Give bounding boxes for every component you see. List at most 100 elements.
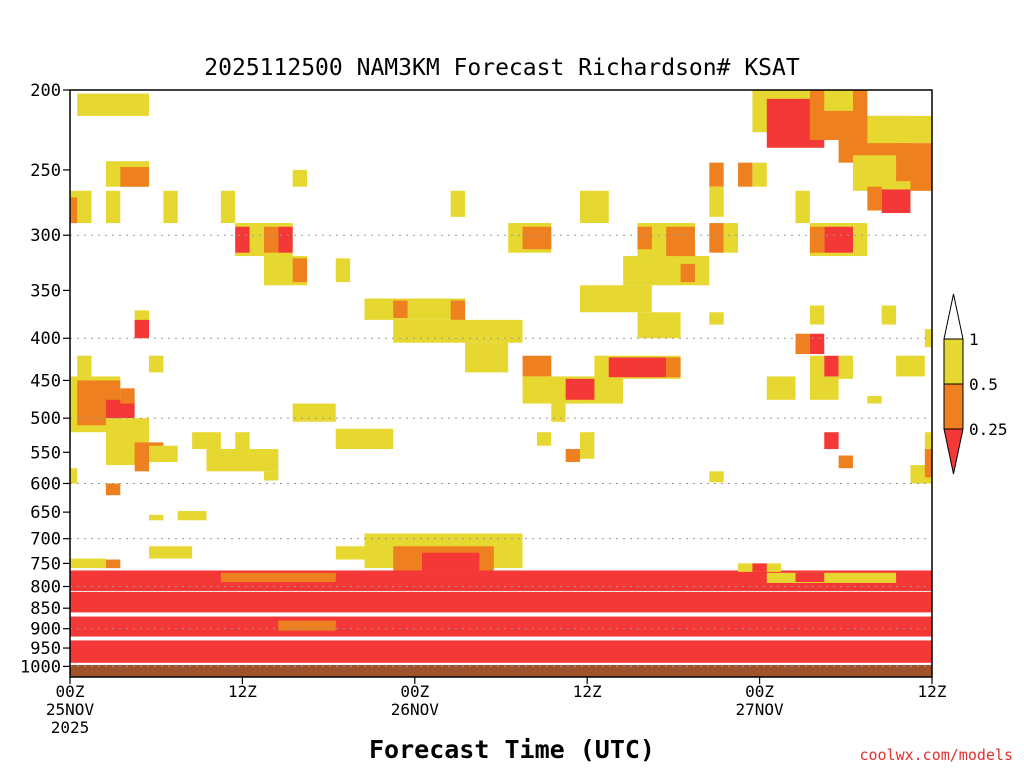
y-tick-label: 600 — [30, 474, 61, 494]
heatmap-cell — [666, 357, 681, 378]
heatmap-cell — [709, 186, 724, 217]
y-tick-label: 450 — [30, 371, 61, 391]
heatmap-cell — [766, 376, 796, 400]
heatmap-cell — [70, 591, 932, 613]
heatmap-cell — [278, 620, 336, 631]
heatmap-cell — [838, 355, 853, 379]
x-tick-label: 12Z — [228, 682, 257, 701]
heatmap-cell — [292, 169, 308, 187]
heatmap-cell — [105, 559, 121, 569]
heatmap-cell — [867, 186, 882, 211]
colorbar-segment — [943, 383, 964, 430]
ground-fill — [70, 664, 932, 677]
x-tick-label: 12Z — [573, 682, 602, 701]
heatmap-cell — [450, 300, 466, 320]
heatmap-cell — [364, 298, 466, 320]
heatmap-cell — [149, 546, 193, 559]
heatmap-cell — [77, 355, 92, 377]
heatmap-cell — [393, 319, 523, 343]
y-tick-label: 300 — [30, 226, 61, 246]
heatmap-cell — [278, 226, 293, 253]
heatmap-cell — [738, 162, 753, 187]
y-tick-label: 750 — [30, 554, 61, 574]
heatmap-cell — [149, 445, 178, 462]
x-tick-label: 00Z — [400, 682, 429, 701]
heatmap-cell — [867, 396, 882, 404]
heatmap-cell — [809, 226, 825, 253]
heatmap-cell — [70, 468, 78, 484]
heatmap-cell — [163, 190, 178, 224]
heatmap-cell — [824, 432, 839, 450]
y-tick-label: 850 — [30, 599, 61, 619]
heatmap-cell — [809, 305, 825, 325]
heatmap-cell — [70, 558, 106, 569]
x-tick-label: 25NOV — [46, 700, 95, 719]
heatmap-cell — [177, 511, 207, 521]
heatmap-cell — [824, 226, 853, 253]
y-tick-label: 650 — [30, 503, 61, 523]
heatmap-cell — [565, 449, 581, 462]
heatmap-cell — [263, 226, 279, 253]
y-tick-label: 250 — [30, 161, 61, 181]
y-tick-label: 350 — [30, 281, 61, 301]
y-tick-label: 900 — [30, 620, 61, 640]
heatmap-cell — [838, 455, 853, 469]
x-tick-label: 26NOV — [391, 700, 440, 719]
x-axis-label: Forecast Time (UTC) — [369, 735, 655, 764]
heatmap-cell — [896, 355, 925, 377]
y-tick-label: 1000 — [20, 657, 61, 677]
x-tick-label: 12Z — [918, 682, 947, 701]
heatmap-cell — [120, 388, 135, 404]
heatmap-cell — [924, 449, 932, 478]
x-tick-label: 27NOV — [736, 700, 785, 719]
heatmap-cell — [723, 223, 739, 253]
heatmap-cell — [335, 258, 351, 283]
heatmap-cell — [292, 258, 308, 283]
heatmap-cell — [637, 312, 681, 339]
heatmap-cell — [134, 319, 150, 339]
x-tick-label: 00Z — [56, 682, 85, 701]
heatmap-cell — [393, 300, 408, 318]
x-tick-label: 00Z — [745, 682, 774, 701]
heatmap-cell — [924, 329, 932, 348]
heatmap-cells — [70, 90, 932, 663]
heatmap-cell — [105, 483, 121, 496]
heatmap-cell — [77, 93, 150, 116]
plot-frame — [69, 89, 933, 678]
y-tick-label: 550 — [30, 443, 61, 463]
heatmap-cell — [608, 357, 667, 378]
heatmap-cell — [522, 355, 552, 377]
heatmap-cell — [881, 189, 911, 214]
heatmap-cell — [149, 355, 164, 373]
heatmap-cell — [580, 285, 652, 313]
heatmap-cell — [924, 432, 932, 450]
y-tick-label: 700 — [30, 530, 61, 550]
heatmap-cell — [766, 572, 897, 583]
heatmap-cell — [465, 342, 509, 373]
y-axis: 200 250 300 350 400 450 500 550 600 650 700 750 8008… — [20, 81, 70, 677]
colorbar-segment — [943, 338, 964, 385]
credit-text: coolwx.com/models — [859, 746, 1013, 764]
heatmap-cell — [867, 115, 932, 144]
heatmap-cell — [220, 190, 236, 224]
heatmap-cell — [580, 190, 609, 224]
heatmap-cell — [809, 355, 825, 379]
y-tick-label: 500 — [30, 409, 61, 429]
heatmap-cell — [70, 616, 932, 637]
heatmap-cell — [809, 376, 839, 400]
heatmap-cell — [149, 514, 164, 521]
plot-area — [69, 89, 933, 678]
heatmap-cell — [235, 226, 250, 253]
y-tick-label: 800 — [30, 577, 61, 597]
heatmap-cell — [421, 552, 480, 571]
y-tick-label: 200 — [30, 81, 61, 101]
heatmap-cell — [235, 432, 250, 450]
heatmap-cell — [292, 403, 336, 422]
heatmap-cell — [809, 333, 825, 355]
heatmap-cell — [335, 546, 365, 560]
colorbar-label: 0.5 — [969, 375, 998, 394]
heatmap-cell — [450, 190, 466, 217]
heatmap-cell — [623, 256, 710, 286]
